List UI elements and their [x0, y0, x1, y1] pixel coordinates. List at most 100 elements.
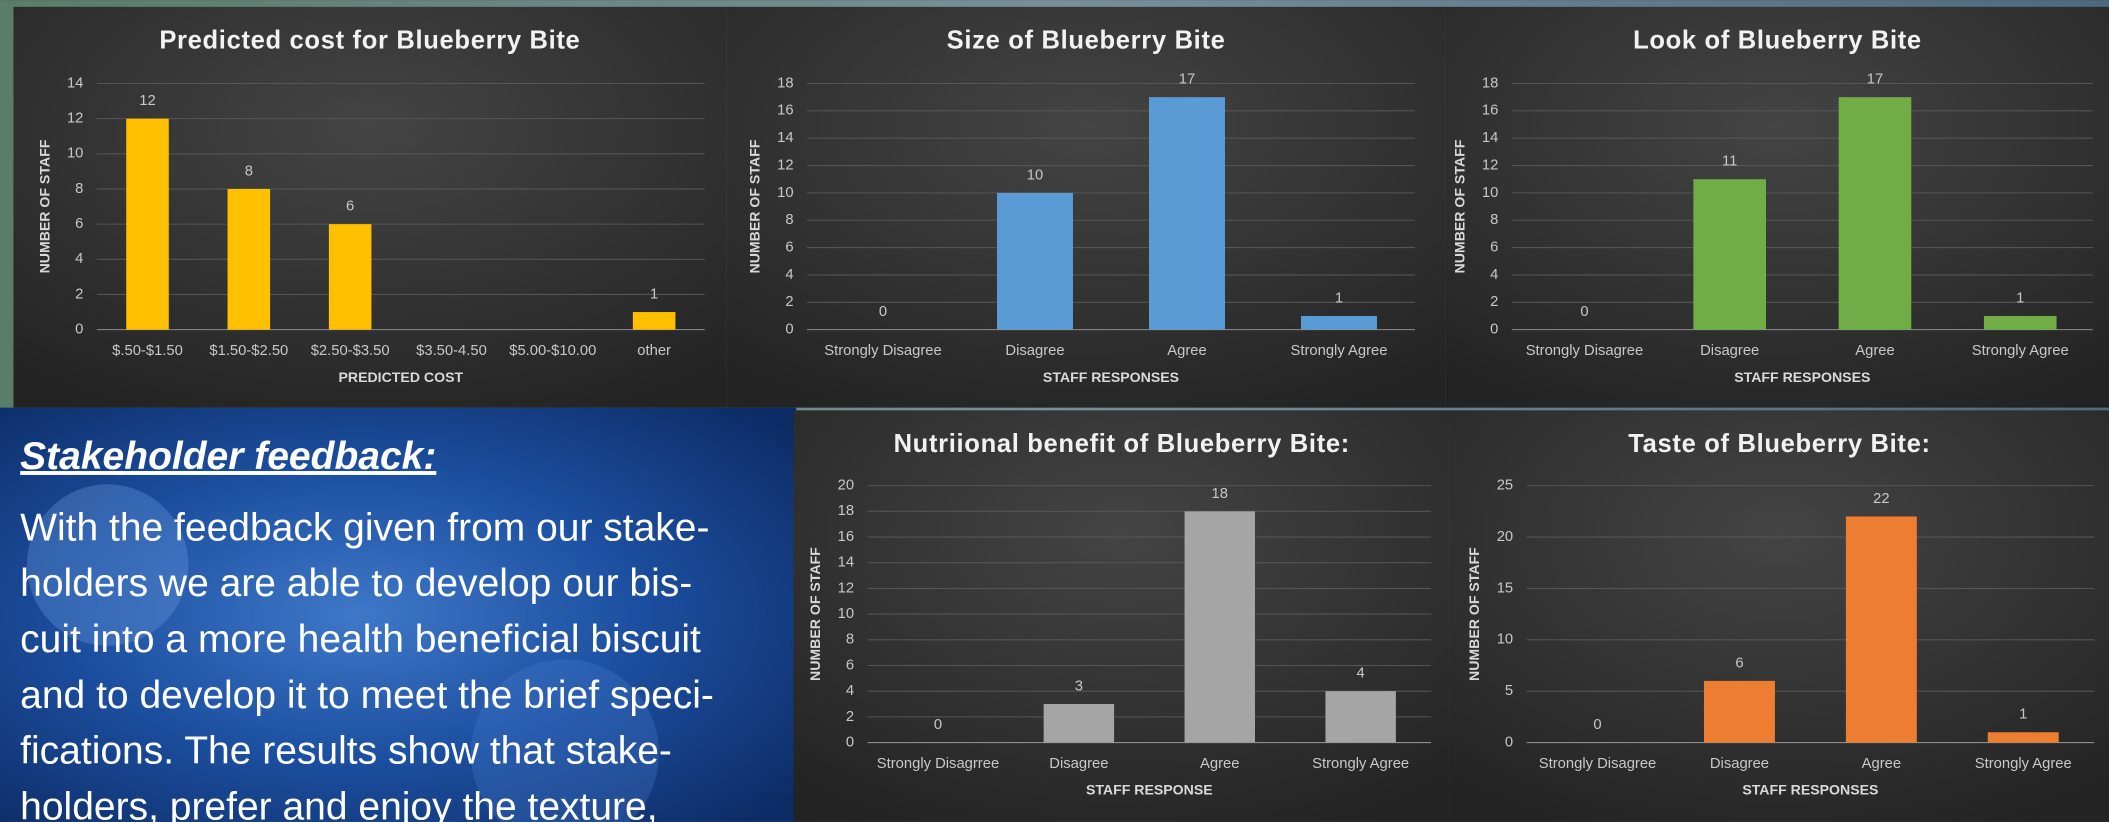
y-axis-label: NUMBER OF STAFF — [1451, 139, 1467, 273]
x-tick-label: Strongly Disagrree — [877, 756, 999, 772]
y-tick-label: 6 — [785, 239, 793, 255]
value-label: 8 — [245, 163, 253, 179]
y-tick-label: 6 — [846, 657, 854, 673]
value-label: 17 — [1867, 72, 1883, 88]
slide: Stakeholder feedback: With the feedback … — [0, 0, 2109, 822]
y-tick-label: 8 — [785, 212, 793, 228]
y-tick-label: 20 — [838, 478, 854, 494]
bar — [633, 312, 676, 330]
value-label: 1 — [650, 286, 658, 302]
bar — [1988, 732, 2059, 742]
y-tick-label: 2 — [846, 709, 854, 725]
x-tick-label: Disagree — [1005, 343, 1064, 359]
bar — [1149, 97, 1225, 329]
y-tick-label: 4 — [785, 267, 793, 283]
y-tick-label: 18 — [777, 75, 793, 91]
y-tick-label: 14 — [67, 75, 83, 91]
x-axis-label: STAFF RESPONSE — [1086, 782, 1213, 798]
bar — [1846, 516, 1917, 742]
y-tick-label: 8 — [1490, 212, 1498, 228]
y-axis-label: NUMBER OF STAFF — [807, 547, 823, 681]
y-tick-label: 14 — [838, 555, 854, 571]
x-tick-label: Strongly Agree — [1290, 343, 1387, 359]
value-label: 18 — [1212, 486, 1228, 502]
y-tick-label: 0 — [75, 322, 83, 338]
y-tick-label: 10 — [1497, 632, 1513, 648]
y-tick-label: 10 — [838, 606, 854, 622]
x-tick-label: Agree — [1855, 343, 1894, 359]
value-label: 0 — [934, 717, 942, 733]
x-tick-label: Strongly Agree — [1975, 756, 2072, 772]
chart-title: Taste of Blueberry Bite: — [1628, 430, 1930, 458]
feedback-text: and to develop it to meet the brief spec… — [20, 674, 714, 717]
y-tick-label: 10 — [777, 185, 793, 201]
value-label: 0 — [1593, 717, 1601, 733]
x-tick-label: Strongly Agree — [1972, 343, 2069, 359]
y-tick-label: 10 — [67, 146, 83, 162]
feedback-text: holders, prefer and enjoy the texture, — [20, 785, 657, 822]
bar — [1984, 316, 2057, 330]
y-tick-label: 16 — [777, 103, 793, 119]
x-tick-label: Agree — [1200, 756, 1239, 772]
value-label: 0 — [1580, 304, 1588, 320]
value-label: 17 — [1179, 72, 1195, 88]
y-tick-label: 15 — [1497, 580, 1513, 596]
x-tick-label: other — [637, 343, 671, 359]
x-tick-label: $.50-$1.50 — [112, 343, 183, 359]
chart-title: Size of Blueberry Bite — [947, 27, 1226, 55]
y-tick-label: 6 — [75, 216, 83, 232]
bar — [997, 193, 1073, 330]
x-axis-label: STAFF RESPONSES — [1742, 782, 1878, 798]
y-tick-label: 18 — [1482, 75, 1498, 91]
y-tick-label: 0 — [785, 322, 793, 338]
x-axis-label: STAFF RESPONSES — [1734, 369, 1870, 385]
x-tick-label: Strongly Disagree — [1539, 756, 1656, 772]
y-tick-label: 20 — [1497, 529, 1513, 545]
y-tick-label: 16 — [838, 529, 854, 545]
y-tick-label: 2 — [785, 294, 793, 310]
value-label: 6 — [1735, 655, 1743, 671]
x-tick-label: Strongly Disagree — [1526, 343, 1644, 359]
bar — [329, 224, 372, 329]
y-tick-label: 12 — [777, 157, 793, 173]
y-tick-label: 5 — [1505, 683, 1513, 699]
bar — [1704, 681, 1775, 743]
y-tick-label: 6 — [1490, 239, 1498, 255]
y-tick-label: 8 — [846, 632, 854, 648]
x-tick-label: $1.50-$2.50 — [209, 343, 288, 359]
chart-title: Nutriional benefit of Blueberry Bite: — [894, 430, 1350, 458]
x-tick-label: $5.00-$10.00 — [509, 343, 596, 359]
value-label: 1 — [2016, 290, 2024, 306]
y-tick-label: 2 — [1490, 294, 1498, 310]
feedback-text: holders we are able to develop our bis- — [20, 562, 692, 605]
value-label: 10 — [1027, 167, 1043, 183]
bar — [126, 119, 169, 330]
y-tick-label: 4 — [75, 251, 83, 267]
y-tick-label: 25 — [1497, 478, 1513, 494]
bar — [1044, 704, 1114, 743]
bar — [1301, 316, 1377, 330]
y-tick-label: 0 — [1490, 322, 1498, 338]
x-tick-label: Strongly Agree — [1312, 756, 1409, 772]
y-tick-label: 8 — [75, 181, 83, 197]
feedback-text: With the feedback given from our stake- — [20, 506, 709, 549]
y-tick-label: 18 — [838, 503, 854, 519]
y-tick-label: 12 — [67, 111, 83, 127]
y-tick-label: 0 — [1505, 734, 1513, 750]
feedback-text: fications. The results show that stake- — [20, 730, 672, 773]
x-axis-label: PREDICTED COST — [338, 369, 463, 385]
x-tick-label: $2.50-$3.50 — [311, 343, 390, 359]
value-label: 1 — [1335, 290, 1343, 306]
bar — [1693, 179, 1766, 329]
bar — [1839, 97, 1912, 329]
value-label: 6 — [346, 199, 354, 215]
y-tick-label: 12 — [1482, 157, 1498, 173]
x-tick-label: Agree — [1167, 343, 1206, 359]
x-tick-label: Disagree — [1700, 343, 1759, 359]
feedback-text: cuit into a more health beneficial biscu… — [20, 618, 701, 661]
y-tick-label: 2 — [75, 286, 83, 302]
value-label: 22 — [1873, 491, 1889, 507]
y-tick-label: 16 — [1482, 103, 1498, 119]
x-tick-label: Disagree — [1049, 756, 1108, 772]
value-label: 11 — [1722, 154, 1737, 170]
